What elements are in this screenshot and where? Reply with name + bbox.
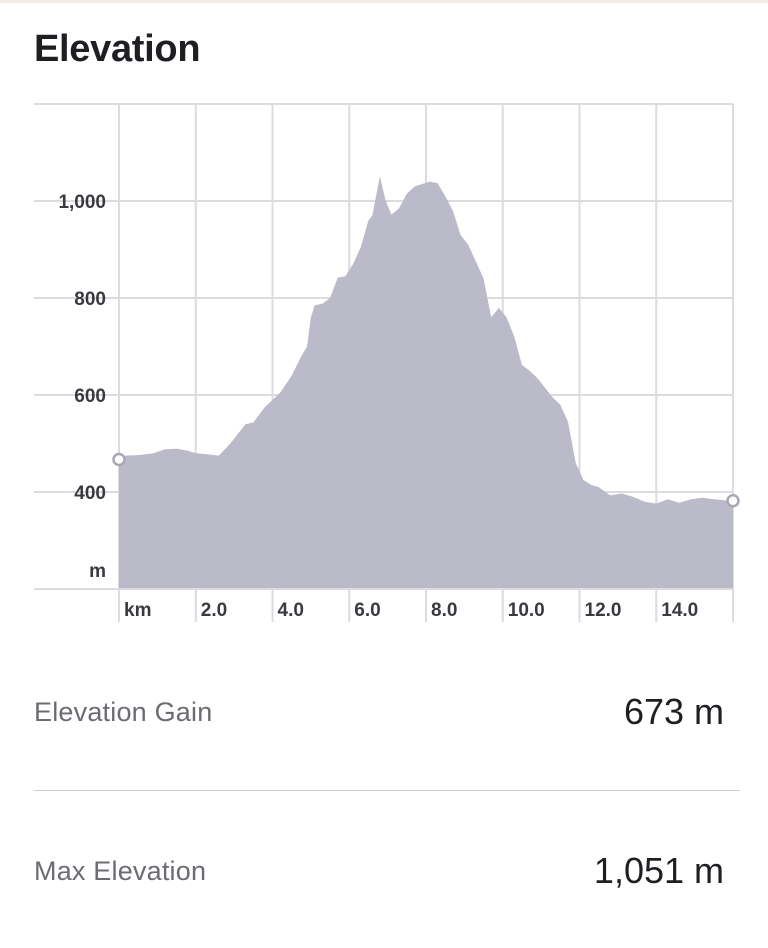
endpoint-marker — [112, 452, 126, 467]
x-tick-label: 10.0 — [508, 600, 545, 621]
y-axis: 400 600 800 1,000 m — [58, 192, 106, 582]
x-tick-label: 14.0 — [661, 600, 698, 621]
page-title: Elevation — [34, 28, 201, 70]
top-rule — [0, 0, 768, 3]
max-elevation-row: Max Elevation 1,051 m — [34, 850, 724, 916]
y-tick-label: 600 — [74, 386, 106, 407]
x-tick-label: 4.0 — [278, 600, 304, 621]
divider — [34, 790, 740, 791]
y-tick-label: 400 — [74, 483, 106, 504]
elevation-gain-label: Elevation Gain — [34, 697, 213, 727]
x-axis: km 2.0 4.0 6.0 8.0 10.0 12.0 14.0 — [124, 600, 698, 621]
x-tick-label: 6.0 — [354, 600, 380, 621]
elevation-gain-row: Elevation Gain 673 m — [34, 691, 724, 757]
elevation-chart: km 2.0 4.0 6.0 8.0 10.0 12.0 14.0 400 600 800 1,00… — [34, 103, 740, 622]
x-tick-label: 12.0 — [585, 600, 622, 621]
y-tick-label: 1,000 — [58, 192, 106, 213]
y-tick-label: 800 — [74, 289, 106, 310]
y-unit-label: m — [89, 561, 106, 582]
x-unit-label: km — [124, 600, 151, 621]
endpoint-markers — [112, 452, 740, 508]
endpoint-marker — [726, 493, 740, 508]
max-elevation-value: 1,051 m — [593, 850, 724, 891]
x-tick-label: 8.0 — [431, 600, 457, 621]
x-tick-label: 2.0 — [201, 600, 227, 621]
elevation-gain-value: 673 m — [623, 691, 724, 732]
elevation-area — [119, 176, 733, 590]
max-elevation-label: Max Elevation — [34, 856, 207, 886]
